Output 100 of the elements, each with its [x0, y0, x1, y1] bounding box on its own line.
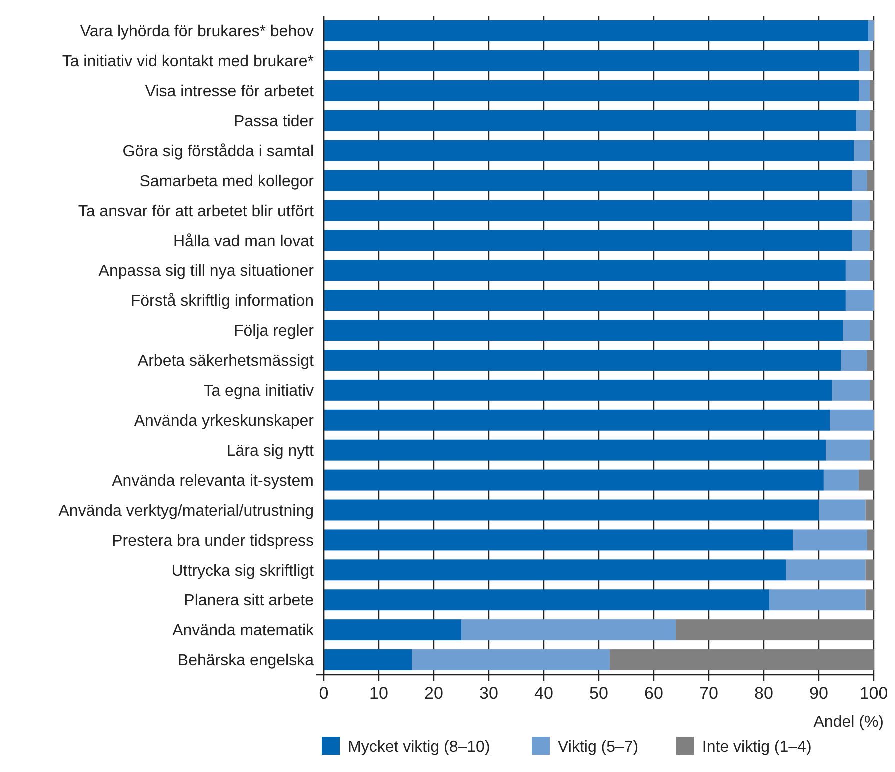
- bar: [870, 50, 874, 72]
- y-tick-label: Lära sig nytt: [226, 442, 315, 460]
- x-tick-label: 70: [700, 684, 718, 703]
- y-tick-label: Ta initiativ vid kontakt med brukare*: [62, 54, 314, 71]
- y-tick-label: Passa tider: [234, 113, 315, 130]
- bar: [824, 470, 860, 491]
- y-tick-label: Använda yrkeskunskaper: [134, 412, 315, 430]
- bar: [870, 140, 874, 162]
- bar: [324, 320, 844, 342]
- bar: [870, 260, 874, 282]
- bar: [819, 500, 866, 521]
- x-tick-label: 80: [754, 684, 774, 703]
- bar: [324, 530, 794, 551]
- y-tick-label: Planera sitt arbete: [184, 592, 314, 610]
- y-tick-label: Ta ansvar för att arbetet blir utfört: [78, 203, 315, 220]
- bar: [324, 140, 854, 162]
- bar: [859, 50, 870, 72]
- bar: [843, 320, 870, 342]
- bar: [870, 230, 874, 252]
- bar: [324, 80, 860, 102]
- y-tick-label: Använda matematik: [172, 622, 315, 640]
- bar: [412, 650, 610, 671]
- y-tick-label: Göra sig förstådda i samtal: [122, 143, 314, 160]
- bar: [859, 470, 874, 491]
- y-tick-label: Hålla vad man lovat: [173, 233, 315, 250]
- bar: [324, 590, 770, 611]
- bar: [324, 380, 832, 401]
- bar: [870, 80, 874, 102]
- bar: [867, 350, 874, 371]
- y-tick-label: Prestera bra under tidspress: [112, 532, 314, 550]
- y-tick-label: Ta egna initiativ: [204, 383, 314, 400]
- bar: [324, 500, 819, 521]
- bar: [852, 230, 870, 252]
- bar: [870, 200, 874, 222]
- bar: [870, 380, 874, 401]
- bar: [846, 290, 874, 312]
- bar: [870, 110, 874, 132]
- bar: [324, 350, 841, 371]
- bar: [324, 650, 412, 671]
- bar: [324, 260, 846, 282]
- x-tick-label: 40: [534, 684, 554, 703]
- bar: [826, 440, 870, 461]
- y-tick-label: Samarbeta med kollegor: [140, 173, 315, 190]
- bar: [867, 170, 874, 192]
- bar: [610, 650, 874, 671]
- y-tick-label: Behärska engelska: [178, 652, 314, 670]
- legend-label: Inte viktig (1–4): [702, 739, 812, 756]
- bar: [676, 620, 874, 641]
- bar: [324, 50, 860, 72]
- bar: [854, 140, 870, 162]
- bar: [832, 380, 870, 401]
- x-tick-label: 20: [424, 684, 444, 703]
- bar: [770, 590, 866, 611]
- x-tick-label: 50: [590, 684, 608, 703]
- x-tick-label: 30: [480, 684, 498, 703]
- bar: [866, 560, 874, 581]
- x-tick-label: 10: [370, 684, 388, 703]
- legend-label: Mycket viktig (8–10): [348, 739, 490, 756]
- y-tick-label: Använda verktyg/material/utrustning: [58, 502, 314, 520]
- bar: [866, 590, 874, 611]
- bar: [786, 560, 866, 581]
- legend-label: Viktig (5–7): [558, 739, 639, 756]
- bar: [324, 20, 868, 42]
- x-tick-label: 0: [319, 684, 329, 703]
- y-tick-label: Använda relevanta it-system: [112, 472, 314, 490]
- bar: [324, 170, 852, 192]
- bar: [830, 410, 874, 431]
- bar: [324, 440, 826, 461]
- x-axis-title: Andel (%): [814, 714, 884, 731]
- bar: [324, 560, 786, 581]
- bar: [856, 110, 870, 132]
- bar: [324, 470, 824, 491]
- bar: [324, 110, 856, 132]
- y-tick-label: Arbeta säkerhetsmässigt: [138, 353, 315, 370]
- bar: [324, 410, 830, 431]
- y-tick-label: Vara lyhörda för brukares* behov: [80, 24, 314, 41]
- bar: [324, 290, 846, 312]
- bar: [324, 620, 462, 641]
- bar: [867, 530, 874, 551]
- bar: [324, 200, 852, 222]
- y-tick-label: Följa regler: [234, 323, 315, 340]
- y-tick-label: Förstå skriftlig information: [130, 293, 314, 310]
- bar: [852, 200, 870, 222]
- y-tick-label: Uttrycka sig skriftligt: [172, 562, 315, 580]
- bar: [870, 440, 874, 461]
- x-tick-label: 100: [860, 684, 888, 703]
- bar: [859, 80, 870, 102]
- x-tick-label: 60: [644, 684, 664, 703]
- bar: [324, 230, 852, 252]
- bar: [841, 350, 868, 371]
- y-tick-label: Visa intresse för arbetet: [145, 83, 315, 100]
- bar: [846, 260, 870, 282]
- y-tick-label: Anpassa sig till nya situationer: [98, 263, 315, 280]
- bar: [868, 20, 874, 42]
- bar: [852, 170, 868, 192]
- bar: [866, 500, 874, 521]
- x-tick-label: 90: [810, 684, 828, 703]
- bar: [793, 530, 868, 551]
- bar: [462, 620, 676, 641]
- bar: [870, 320, 874, 342]
